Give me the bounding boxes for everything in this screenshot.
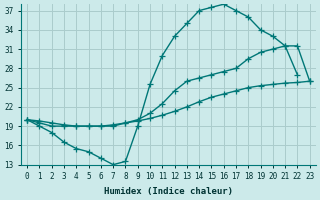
- X-axis label: Humidex (Indice chaleur): Humidex (Indice chaleur): [104, 187, 233, 196]
